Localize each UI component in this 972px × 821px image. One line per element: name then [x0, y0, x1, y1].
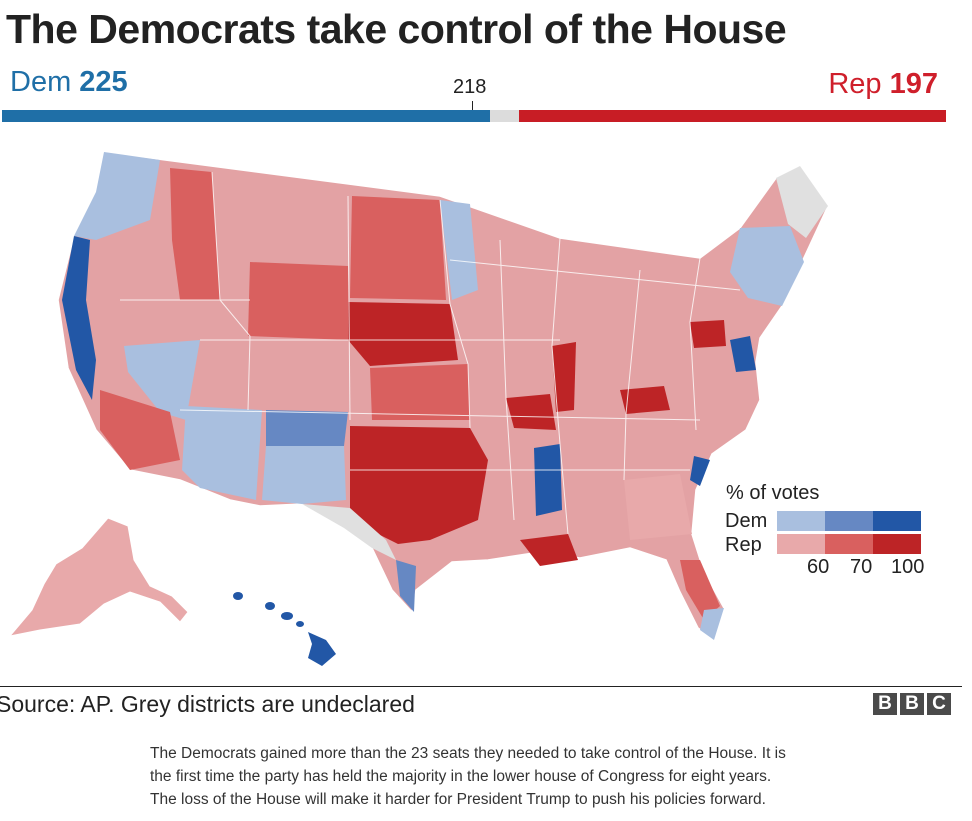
- region-mississippi: [534, 444, 562, 516]
- dem-seat-count: Dem 225: [10, 66, 128, 99]
- region-louisiana-south: [520, 534, 578, 566]
- legend-dem-swatch-mid: [825, 511, 873, 531]
- legend-dem-swatch-low: [777, 511, 825, 531]
- headline: The Democrats take control of the House: [6, 6, 787, 52]
- region-arizona: [182, 406, 262, 500]
- region-nevada: [124, 340, 200, 420]
- district-map: [8, 151, 829, 666]
- dem-seats-value: 225: [79, 66, 128, 98]
- region-florida: [680, 560, 720, 620]
- district-boundaries: [120, 171, 741, 535]
- region-georgia: [624, 474, 692, 540]
- seat-bar-dem: [2, 110, 491, 122]
- region-new-mexico: [266, 410, 348, 446]
- region-florida-south: [700, 608, 724, 640]
- region-missouri: [506, 394, 556, 430]
- region-california-inland: [100, 390, 180, 470]
- hawaii-shape: [233, 592, 336, 666]
- legend-rep-swatch-low: [777, 534, 825, 554]
- rep-party-label: Rep: [828, 68, 882, 100]
- legend-rep-swatch-high: [873, 534, 921, 554]
- region-mid-atlantic-dem: [730, 336, 756, 372]
- region-minnesota: [440, 200, 478, 300]
- legend-dem-scale: [777, 511, 921, 531]
- legend-dem-label: Dem: [725, 510, 768, 532]
- legend-tick-100: 100: [891, 556, 925, 578]
- bbc-logo-letter-b2: B: [900, 693, 924, 715]
- divider: [0, 686, 962, 687]
- region-illinois: [552, 342, 576, 412]
- region-texas-gulf: [396, 560, 416, 612]
- rep-seat-count: Rep 197: [828, 68, 938, 101]
- region-new-mexico-south: [262, 446, 346, 504]
- region-texas-north: [350, 426, 488, 544]
- seat-bar-rep: [518, 110, 947, 122]
- region-wyoming: [248, 262, 350, 340]
- region-pacific-nw: [74, 152, 160, 240]
- dem-party-label: Dem: [10, 66, 72, 98]
- legend-rep-label: Rep: [725, 534, 762, 556]
- article-caption: The Democrats gained more than the 23 se…: [150, 745, 786, 808]
- legend-dem-swatch-high: [873, 511, 921, 531]
- majority-threshold-label: 218: [453, 76, 487, 98]
- region-kansas-south: [370, 364, 470, 420]
- region-new-england: [776, 166, 828, 238]
- region-pennsylvania: [690, 320, 726, 348]
- legend-rep-swatch-mid: [825, 534, 873, 554]
- majority-threshold-tick: [472, 101, 473, 110]
- region-california-coast: [62, 236, 96, 400]
- region-south-carolina-dem: [690, 456, 710, 486]
- legend-rep-scale: [777, 534, 921, 554]
- region-idaho-montana: [170, 168, 220, 300]
- source-note: Source: AP. Grey districts are undeclare…: [0, 691, 415, 717]
- region-dakotas: [350, 196, 446, 300]
- legend-title: % of votes: [726, 482, 820, 504]
- region-kentucky: [620, 386, 670, 414]
- region-nebraska-kansas: [348, 302, 458, 366]
- seat-bar: [2, 110, 947, 122]
- bbc-logo-letter-b1: B: [873, 693, 897, 715]
- legend-tick-70: 70: [850, 556, 873, 578]
- alaska-shape: [8, 517, 189, 637]
- rep-seats-value: 197: [889, 68, 938, 100]
- legend-tick-60: 60: [807, 556, 830, 578]
- bbc-logo: B B C: [873, 693, 951, 715]
- region-texas-undeclared: [302, 504, 396, 560]
- seat-bar-undeclared: [490, 110, 519, 122]
- bbc-logo-letter-c: C: [927, 693, 951, 715]
- region-northeast-dem: [730, 226, 804, 306]
